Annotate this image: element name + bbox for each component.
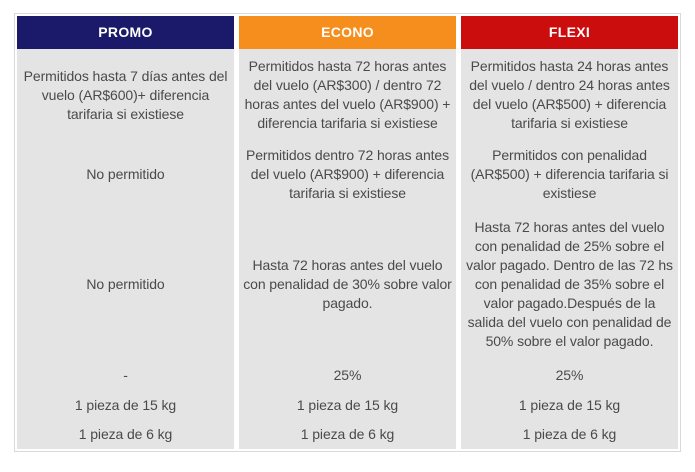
cell-promo-row3: No permitido — [17, 208, 234, 360]
cell-econo-row3: Hasta 72 horas antes del vuelo con penal… — [239, 208, 456, 360]
cell-promo-row5: 1 pieza de 15 kg — [17, 390, 234, 420]
cell-econo-row6: 1 pieza de 6 kg — [239, 420, 456, 449]
cell-flexi-row4: 25% — [461, 360, 678, 390]
column-flexi: FLEXI Permitidos hasta 24 horas antes de… — [461, 16, 678, 449]
cell-econo-row4: 25% — [239, 360, 456, 390]
cell-econo-row1: Permitidos hasta 72 horas antes del vuel… — [239, 49, 456, 141]
column-econo: ECONO Permitidos hasta 72 horas antes de… — [239, 16, 456, 449]
column-promo: PROMO Permitidos hasta 7 días antes del … — [17, 16, 234, 449]
cell-flexi-row2: Permitidos con penalidad (AR$500) + dife… — [461, 141, 678, 208]
cell-promo-row2: No permitido — [17, 141, 234, 208]
cell-econo-row2: Permitidos dentro 72 horas antes del vue… — [239, 141, 456, 208]
cell-flexi-row5: 1 pieza de 15 kg — [461, 390, 678, 420]
cell-promo-row1: Permitidos hasta 7 días antes del vuelo … — [17, 49, 234, 141]
cell-econo-row5: 1 pieza de 15 kg — [239, 390, 456, 420]
cell-promo-row4: - — [17, 360, 234, 390]
column-header-econo: ECONO — [239, 16, 456, 49]
cell-promo-row6: 1 pieza de 6 kg — [17, 420, 234, 449]
column-header-flexi: FLEXI — [461, 16, 678, 49]
fare-comparison-table: PROMO Permitidos hasta 7 días antes del … — [14, 13, 681, 452]
column-header-promo: PROMO — [17, 16, 234, 49]
cell-flexi-row1: Permitidos hasta 24 horas antes del vuel… — [461, 49, 678, 141]
cell-flexi-row6: 1 pieza de 6 kg — [461, 420, 678, 449]
cell-flexi-row3: Hasta 72 horas antes del vuelo con penal… — [461, 208, 678, 360]
